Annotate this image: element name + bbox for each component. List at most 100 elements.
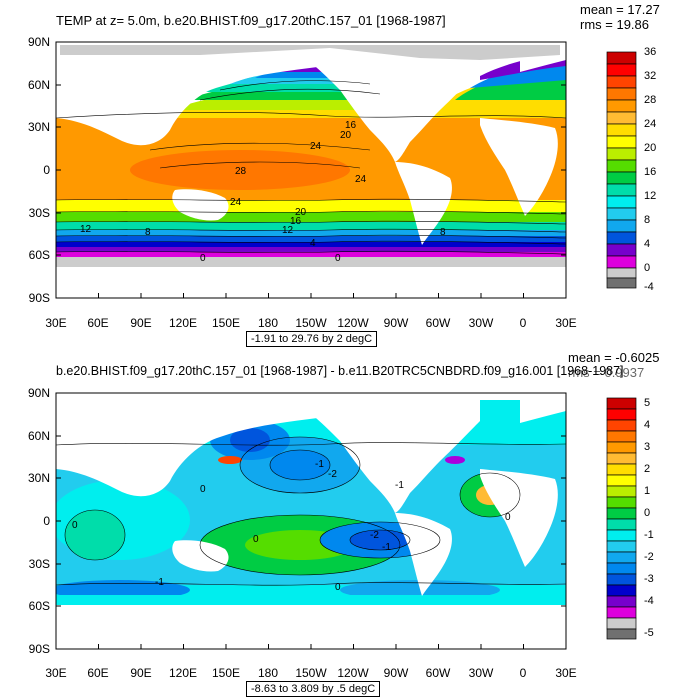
panel2-colorbar-label: 3 (644, 441, 651, 453)
panel2-ytick-0: 0 (43, 514, 50, 528)
panel1-xtick: 0 (519, 316, 527, 330)
panel1-range-label: -1.91 to 29.76 by 2 degC (246, 331, 378, 347)
panel2-xtick: 90W (383, 666, 409, 680)
svg-text:20: 20 (295, 207, 307, 218)
panel2-ytick-30s: 30S (28, 557, 50, 571)
panel2-colorbar-label: -1 (644, 529, 654, 541)
panel2-map: -1 -2 -1 0 0 -2 0 -1 -1 0 0 (56, 393, 566, 649)
panel2-range-label: -8.63 to 3.809 by .5 degC (246, 681, 381, 697)
panel2-ytick-60n: 60N (27, 429, 50, 443)
panel2-rms: rms = 0.9937 (568, 365, 645, 380)
svg-text:16: 16 (345, 120, 357, 131)
panel1-colorbar-label: 24 (644, 118, 657, 130)
panel1-ytick-90s: 90S (28, 291, 50, 305)
panel1-mean: mean = 17.27 (580, 2, 660, 17)
panel1-title: TEMP at z= 5.0m, b.e20.BHIST.f09_g17.20t… (56, 13, 446, 28)
panel1-colorbar-label: 28 (644, 94, 657, 106)
svg-text:16: 16 (290, 216, 302, 227)
panel1-xtick: 90W (383, 316, 409, 330)
svg-text:0: 0 (200, 253, 206, 264)
panel1-map: 16 20 24 28 24 24 20 16 12 12 8 8 4 0 0 (56, 42, 566, 298)
panel2-xtick: 150W (295, 666, 327, 680)
panel1-colorbar-label: -4 (644, 281, 654, 293)
panel1-colorbar-label: 0 (644, 262, 651, 274)
panel2-colorbar-label: -2 (644, 551, 654, 563)
panel1-colorbar-label: 16 (644, 166, 657, 178)
panel2-colorbar-label: -3 (644, 573, 654, 585)
svg-text:12: 12 (282, 225, 294, 236)
svg-text:8: 8 (440, 227, 446, 238)
svg-text:0: 0 (505, 512, 511, 523)
continent-africa (480, 118, 558, 216)
panel1-xtick: 30W (468, 316, 494, 330)
panel1-colorbar-label: 32 (644, 70, 657, 82)
svg-text:0: 0 (200, 484, 206, 495)
panel2-mean: mean = -0.6025 (568, 350, 660, 365)
panel1-xtick: 150W (295, 316, 327, 330)
panel1-xtick: 30E (555, 316, 577, 330)
svg-text:-1: -1 (155, 577, 164, 588)
panel2-xtick: 120W (337, 666, 369, 680)
panel1-colorbar-label: 36 (644, 46, 657, 58)
panel1-ytick-30s: 30S (28, 206, 50, 220)
panel2-xtick: 60E (87, 666, 109, 680)
panel1-xtick: 180 (257, 316, 279, 330)
panel1-ytick-0: 0 (43, 163, 50, 177)
panel2-xtick: 0 (519, 666, 527, 680)
svg-text:0: 0 (335, 582, 341, 593)
panel1-colorbar-label: 8 (644, 214, 651, 226)
panel2-xtick: 90E (130, 666, 152, 680)
svg-text:-1: -1 (315, 459, 324, 470)
svg-text:20: 20 (340, 130, 352, 141)
panel2-title: b.e20.BHIST.f09_g17.20thC.157_01 [1968-1… (56, 364, 624, 378)
panel2-colorbar-label: 5 (644, 397, 651, 409)
svg-text:-1: -1 (382, 542, 391, 553)
panel1-ytick-60n: 60N (27, 78, 50, 92)
panel1-colorbar (606, 51, 637, 289)
continent-australia (172, 189, 229, 221)
panel1-xtick: 90E (130, 316, 152, 330)
panel2-xtick: 120E (168, 666, 198, 680)
panel2-colorbar (606, 397, 637, 640)
svg-text:-1: -1 (395, 480, 404, 491)
svg-text:28: 28 (235, 166, 247, 177)
continent-north-america (310, 42, 480, 162)
panel1-xtick: 150E (211, 316, 241, 330)
panel2-ytick-30n: 30N (27, 471, 50, 485)
svg-text:24: 24 (230, 197, 242, 208)
panel2-xtick: 180 (257, 666, 279, 680)
panel2-xtick: 30E (555, 666, 577, 680)
panel2-ytick-90n: 90N (27, 386, 50, 400)
panel2-ytick-60s: 60S (28, 599, 50, 613)
panel1-ytick-30n: 30N (27, 120, 50, 134)
svg-text:4: 4 (310, 238, 316, 249)
svg-text:0: 0 (335, 253, 341, 264)
panel1-rms: rms = 19.86 (580, 17, 650, 32)
continent-south-america (395, 162, 452, 245)
panel1-xtick: 30E (45, 316, 67, 330)
panel2-colorbar-label: -5 (644, 627, 654, 639)
panel2-colorbar-label: -4 (644, 595, 654, 607)
panel1-colorbar-label: 20 (644, 142, 657, 154)
svg-text:8: 8 (145, 227, 151, 238)
panel2-xtick: 60W (425, 666, 451, 680)
panel2-colorbar-label: 0 (644, 507, 651, 519)
svg-text:-2: -2 (328, 469, 337, 480)
panel1-xtick: 120W (337, 316, 369, 330)
panel1-colorbar-label: 4 (644, 238, 651, 250)
panel2-colorbar-label: 2 (644, 463, 651, 475)
panel1-ytick-90n: 90N (27, 35, 50, 49)
svg-text:24: 24 (355, 174, 367, 185)
panel1-ytick-60s: 60S (28, 248, 50, 262)
continent-asia (56, 42, 420, 146)
panel1-xtick: 60W (425, 316, 451, 330)
panel1-xtick: 60E (87, 316, 109, 330)
panel2-colorbar-label: 4 (644, 419, 651, 431)
panel2-xtick: 30E (45, 666, 67, 680)
svg-text:12: 12 (80, 224, 92, 235)
panel2-xtick: 150E (211, 666, 241, 680)
panel2-colorbar-label: 1 (644, 485, 651, 497)
panel1-xtick: 120E (168, 316, 198, 330)
panel2-ytick-90s: 90S (28, 642, 50, 656)
